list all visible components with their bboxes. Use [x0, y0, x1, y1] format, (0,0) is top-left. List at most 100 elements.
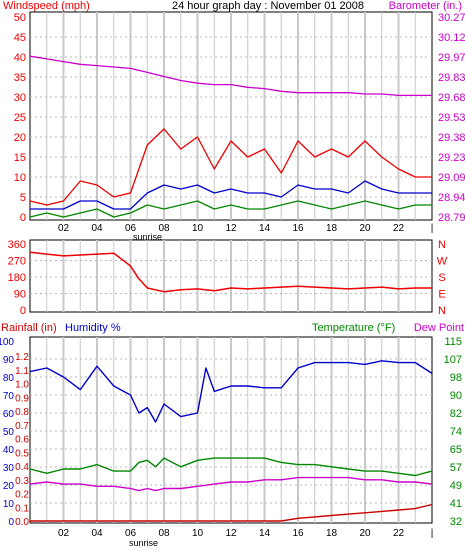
panel2-series: [29, 251, 432, 293]
p3-x-tick-9: 20: [359, 528, 371, 539]
series-line-dew-point: [29, 476, 433, 492]
temperature-tick-107-1: 107: [444, 354, 462, 366]
p3-x-tick-2: 06: [125, 528, 137, 539]
temperature-tick-49-8: 49: [450, 480, 462, 492]
barometer-tick-29-38-6: 29.38: [438, 132, 465, 144]
panel3-grid: [30, 337, 432, 523]
series-line-rainfall-in: [30, 503, 433, 522]
compass-tick-w-1: W: [437, 256, 448, 268]
series-line-minimum: [29, 200, 432, 218]
direction-degree-ticks: 360 270 180 90 0: [8, 239, 26, 317]
series-line-temperature-f: [29, 457, 433, 477]
series-line-gust: [29, 128, 432, 206]
windspeed-tick-5-9: 5: [20, 192, 26, 204]
rainfall-tick-0-2-10: 0.2: [15, 490, 29, 501]
rainfall-tick-0-9-3: 0.9: [15, 393, 29, 404]
humidity-tick-10-9: 10: [3, 499, 15, 510]
temperature-tick-65-6: 65: [450, 444, 462, 456]
p3-x-tick-1: 04: [91, 528, 103, 539]
p3-x-tick-11: |: [431, 528, 434, 539]
temperature-tick-115-0: 115: [444, 336, 462, 348]
panel1-series: [29, 55, 432, 218]
humidity-tick-40-6: 40: [3, 445, 15, 456]
panel1-x-ticks: 02 04 06 08 10 12 14 16 18 20 22 |: [58, 223, 433, 234]
barometer-tick-29-23-7: 29.23: [438, 152, 465, 164]
p1-x-tick-0: 02: [58, 223, 70, 234]
rainfall-tick-1-1-1: 1.1: [15, 366, 29, 377]
humidity-tick-30-7: 30: [3, 463, 15, 474]
barometer-tick-29-97-2: 29.97: [438, 52, 465, 64]
temperature-ticks: 115 107 98 90 82 74 65 57 49 41 32: [444, 336, 462, 528]
p3-x-tick-10: 22: [393, 528, 405, 539]
humidity-tick-20-8: 20: [3, 481, 15, 492]
rainfall-tick-0-0-12: 0.0: [15, 517, 29, 528]
rainfall-ticks: 1.2 1.1 1.0 0.9 0.8 0.7 0.6 0.5 0.4 0.3 0.2 0.1 0.0: [15, 352, 29, 528]
humidity-tick-80-2: 80: [3, 373, 15, 384]
rainfall-tick-0-7-5: 0.7: [15, 421, 29, 432]
p1-x-tick-3: 08: [158, 223, 170, 234]
barometer-tick-29-09-8: 29.09: [438, 172, 465, 184]
humidity-tick-90-1: 90: [3, 355, 15, 366]
temperature-tick-74-5: 74: [450, 426, 462, 438]
humidity-tick-50-5: 50: [3, 427, 15, 438]
windspeed-tick-45-1: 45: [14, 32, 26, 44]
rainfall-tick-0-8-4: 0.8: [15, 407, 29, 418]
windspeed-tick-50-0: 50: [14, 12, 26, 24]
temperature-tick-32-10: 32: [450, 516, 462, 528]
temperature-tick-98-2: 98: [450, 372, 462, 384]
p1-x-tick-5: 12: [225, 223, 237, 234]
sunrise-label-bottom: sunrise: [129, 538, 158, 548]
humidity-tick-100-0: 100: [0, 337, 14, 348]
p1-x-tick-11: |: [431, 223, 434, 234]
p1-x-tick-6: 14: [259, 223, 271, 234]
windspeed-tick-40-2: 40: [14, 52, 26, 64]
sunrise-label: sunrise: [133, 232, 162, 242]
temperature-tick-82-4: 82: [450, 408, 462, 420]
p3-x-tick-5: 12: [225, 528, 237, 539]
humidity-axis-label: Humidity %: [65, 322, 121, 334]
barometer-tick-29-68-4: 29.68: [438, 92, 465, 104]
temperature-tick-57-7: 57: [450, 462, 462, 474]
rainfall-tick-1-2-0: 1.2: [15, 352, 29, 363]
panel3-x-ticks: 02 04 06 08 10 12 14 16 18 20 22 |: [58, 528, 433, 539]
p1-x-tick-7: 16: [292, 223, 304, 234]
rainfall-tick-0-3-9: 0.3: [15, 476, 29, 487]
p1-x-tick-1: 04: [91, 223, 103, 234]
rainfall-tick-0-5-7: 0.5: [15, 448, 29, 459]
windspeed-tick-15-7: 15: [14, 152, 26, 164]
humidity-tick-60-4: 60: [3, 409, 15, 420]
series-line-direction: [29, 251, 432, 293]
panel3-series: [29, 360, 433, 522]
rainfall-tick-0-6-6: 0.6: [15, 435, 29, 446]
windspeed-axis-label: Windspeed (mph): [3, 0, 90, 12]
windspeed-tick-25-5: 25: [14, 112, 26, 124]
p1-x-tick-10: 22: [393, 223, 405, 234]
temperature-tick-41-9: 41: [450, 498, 462, 510]
rainfall-tick-1-0-2: 1.0: [15, 380, 29, 391]
barometer-tick-28-79-10: 28.79: [438, 212, 465, 224]
barometer-tick-28-94-9: 28.94: [438, 192, 465, 204]
rainfall-tick-0-1-11: 0.1: [15, 503, 29, 514]
p3-x-tick-4: 10: [192, 528, 204, 539]
p1-x-tick-4: 10: [192, 223, 204, 234]
panel2-grid: [30, 240, 432, 312]
compass-tick-e-3: E: [438, 289, 445, 301]
rainfall-tick-0-4-8: 0.4: [15, 462, 29, 473]
direction-tick-90-3: 90: [14, 289, 26, 301]
windspeed-tick-0-10: 0: [20, 212, 26, 224]
direction-tick-270-1: 270: [8, 256, 26, 268]
windspeed-tick-30-4: 30: [14, 92, 26, 104]
p1-x-tick-2: 06: [125, 223, 137, 234]
p3-x-tick-8: 18: [326, 528, 338, 539]
temperature-axis-label: Temperature (°F): [312, 322, 395, 334]
p1-x-tick-8: 18: [326, 223, 338, 234]
series-line-humidity: [29, 360, 433, 423]
humidity-tick-0-10: 0: [8, 517, 14, 528]
barometer-tick-29-53-5: 29.53: [438, 112, 465, 124]
compass-tick-n-4: N: [438, 305, 446, 317]
